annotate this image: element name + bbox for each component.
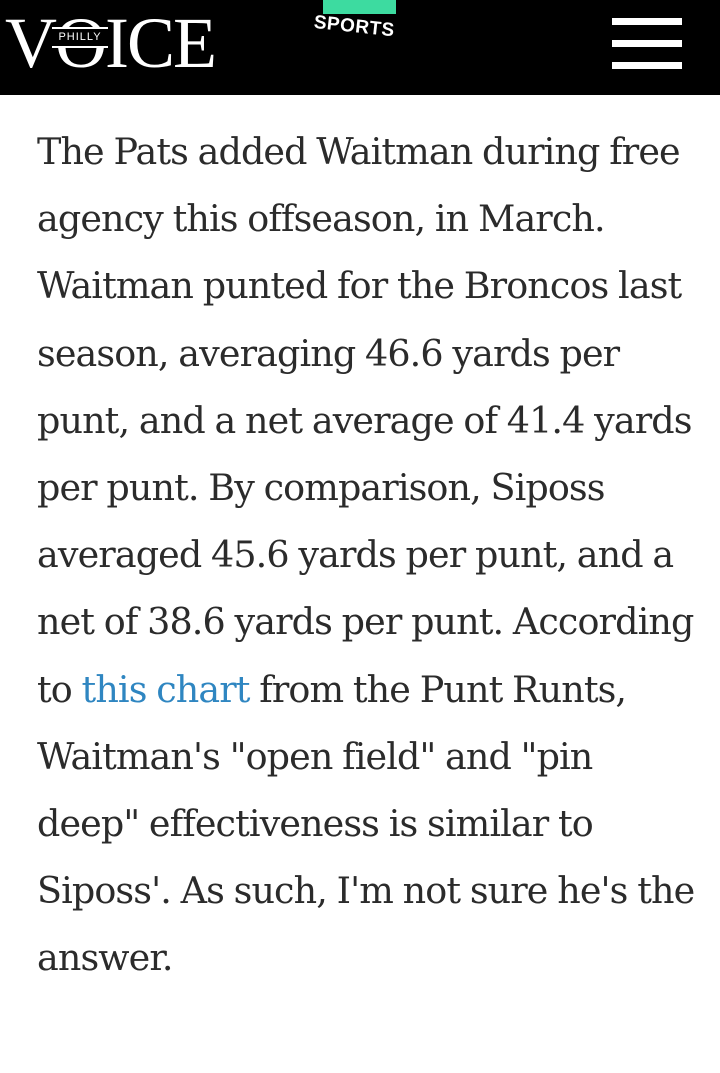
article-text-end: from the Punt Runts, Waitman's "open fie… bbox=[37, 667, 695, 980]
menu-bar-middle bbox=[612, 40, 682, 47]
hamburger-menu-icon[interactable] bbox=[606, 14, 686, 76]
menu-bar-bottom bbox=[612, 62, 682, 69]
article-text-start: The Pats added Waitman during free agenc… bbox=[37, 130, 694, 711]
section-tab-marker bbox=[323, 0, 396, 14]
menu-bar-top bbox=[612, 18, 682, 25]
site-header: VOICE PHILLY SPORTS bbox=[0, 0, 720, 95]
site-logo[interactable]: VOICE bbox=[5, 3, 217, 83]
article-paragraph: The Pats added Waitman during free agenc… bbox=[37, 118, 702, 992]
chart-link[interactable]: this chart bbox=[81, 667, 251, 711]
logo-badge: PHILLY bbox=[52, 27, 108, 48]
logo-text: VOICE bbox=[5, 3, 217, 83]
section-label[interactable]: SPORTS bbox=[312, 12, 396, 42]
